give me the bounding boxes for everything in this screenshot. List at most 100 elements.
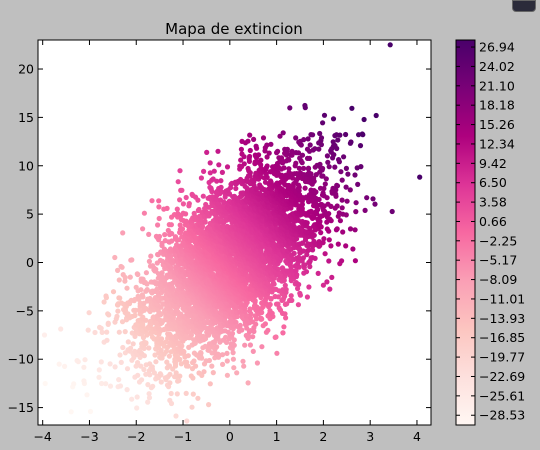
- scatter-point: [138, 363, 144, 369]
- scatter-point: [99, 329, 105, 335]
- window-control-button[interactable]: [512, 0, 536, 12]
- scatter-point: [247, 315, 254, 321]
- scatter-point: [324, 195, 330, 201]
- scatter-point: [293, 160, 299, 166]
- scatter-point: [323, 176, 329, 182]
- scatter-point: [245, 380, 251, 386]
- scatter-point: [275, 294, 281, 300]
- scatter-point: [339, 205, 345, 211]
- scatter-point: [355, 181, 361, 187]
- scatter-point: [152, 352, 158, 358]
- scatter-point: [287, 105, 293, 111]
- scatter-point: [69, 433, 74, 438]
- scatter-point: [99, 380, 105, 387]
- scatter-point: [335, 137, 341, 143]
- scatter-point: [86, 310, 92, 316]
- scatter-point: [264, 163, 270, 169]
- scatter-point: [105, 311, 111, 317]
- scatter-point: [306, 247, 312, 253]
- scatter-point: [128, 345, 134, 351]
- scatter-point: [289, 152, 295, 158]
- scatter-point: [41, 332, 48, 338]
- scatter-point: [215, 148, 221, 154]
- scatter-point: [334, 226, 340, 232]
- scatter-point: [344, 198, 350, 204]
- scatter-point: [328, 203, 334, 209]
- scatter-point: [143, 317, 149, 323]
- scatter-point: [119, 264, 125, 270]
- scatter-point: [190, 391, 196, 397]
- scatter-point: [279, 265, 286, 271]
- scatter-point: [175, 179, 181, 185]
- scatter-point: [258, 162, 264, 168]
- scatter-point: [159, 270, 165, 276]
- scatter-point: [218, 178, 224, 184]
- scatter-point: [146, 231, 152, 237]
- scatter-point: [262, 321, 268, 327]
- scatter-point: [179, 187, 185, 193]
- scatter-point: [134, 405, 140, 411]
- scatter-point: [276, 305, 282, 311]
- scatter-point: [251, 182, 257, 189]
- scatter-point: [268, 296, 274, 302]
- scatter-point: [85, 327, 91, 333]
- scatter-point: [141, 353, 147, 359]
- scatter-point: [198, 350, 204, 356]
- scatter-point: [129, 396, 135, 402]
- scatter-point: [193, 363, 199, 369]
- scatter-point: [141, 366, 147, 373]
- scatter-point: [253, 170, 259, 176]
- scatter-point: [172, 234, 179, 240]
- scatter-point: [253, 321, 259, 327]
- scatter-point: [122, 329, 128, 335]
- scatter-point: [129, 257, 135, 263]
- scatter-point: [286, 166, 292, 172]
- scatter-point: [185, 363, 191, 369]
- scatter-point: [220, 361, 226, 367]
- scatter-point: [321, 185, 327, 192]
- scatter-point: [207, 381, 213, 387]
- scatter-point: [254, 304, 260, 310]
- scatter-point: [229, 330, 236, 337]
- scatter-point: [242, 342, 248, 348]
- scatter-point: [204, 210, 210, 216]
- scatter-point: [87, 408, 94, 415]
- scatter-point: [158, 311, 165, 317]
- scatter-point: [125, 339, 131, 345]
- scatter-point: [117, 295, 123, 301]
- scatter-point: [150, 383, 156, 389]
- scatter-point: [295, 150, 302, 156]
- scatter-point: [288, 293, 294, 299]
- scatter-point: [225, 329, 231, 335]
- scatter-point: [321, 112, 328, 118]
- scatter-point: [343, 165, 349, 171]
- scatter-point: [145, 399, 151, 405]
- scatter-point: [149, 198, 155, 204]
- scatter-point: [294, 272, 300, 278]
- scatter-point: [257, 182, 263, 188]
- scatter-point: [267, 301, 273, 308]
- scatter-point: [307, 225, 313, 231]
- scatter-point: [173, 413, 179, 419]
- scatter-point: [357, 143, 364, 149]
- scatter-point: [216, 162, 222, 168]
- scatter-point: [304, 220, 310, 226]
- scatter-point: [215, 351, 221, 357]
- scatter-point: [117, 352, 123, 358]
- scatter-point: [268, 178, 274, 184]
- scatter-point: [223, 339, 230, 345]
- scatter-point: [330, 116, 337, 122]
- scatter-point: [289, 297, 295, 303]
- scatter-point: [140, 276, 146, 282]
- scatter-point: [147, 361, 153, 367]
- scatter-point: [291, 250, 297, 256]
- scatter-point: [343, 243, 349, 249]
- scatter-point: [320, 165, 326, 172]
- scatter-point: [334, 203, 340, 209]
- scatter-point: [168, 265, 174, 271]
- scatter-point: [295, 285, 301, 292]
- scatter-point: [164, 205, 170, 211]
- scatter-point: [146, 391, 152, 397]
- scatter-point: [337, 218, 343, 224]
